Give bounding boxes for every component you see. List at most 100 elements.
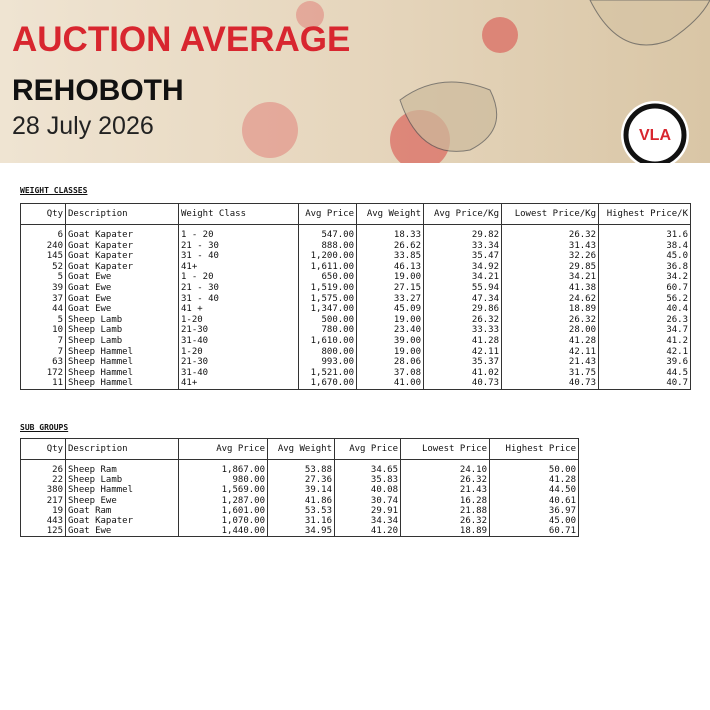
cell: 21.88 bbox=[400, 505, 490, 517]
cell: Goat Kapater bbox=[65, 261, 179, 273]
cell: 35.37 bbox=[423, 357, 502, 368]
row: 380 Sheep Hammel 1,569.00 39.14 40.08 21.43 44… bbox=[20, 485, 579, 496]
cell: 39.6 bbox=[598, 357, 691, 368]
cell: Sheep Hammel bbox=[65, 367, 179, 379]
cell: 7 bbox=[20, 335, 66, 347]
row: 39 Goat Ewe 21 - 30 1,519.00 27.15 55.94 41.38… bbox=[20, 282, 691, 294]
cell: 40.08 bbox=[334, 485, 401, 496]
row: 37 Goat Ewe 31 - 40 1,575.00 33.27 47.34 24.62… bbox=[20, 293, 691, 305]
cell: 1,347.00 bbox=[298, 304, 357, 315]
cell: 993.00 bbox=[298, 357, 357, 368]
cell: 63 bbox=[20, 357, 66, 368]
cell: 28.06 bbox=[356, 357, 424, 368]
cell: 26.3 bbox=[598, 314, 691, 326]
column-header: Highest Price/K bbox=[598, 203, 691, 225]
cell: 30.74 bbox=[334, 495, 401, 506]
weight-table: Qty Description Weight Class Avg Price Avg W… bbox=[20, 203, 691, 390]
cell: 888.00 bbox=[298, 240, 357, 252]
cell: 19.00 bbox=[356, 346, 424, 358]
cell: 1,867.00 bbox=[178, 459, 268, 476]
cell: 1,287.00 bbox=[178, 495, 268, 506]
cell: 26.32 bbox=[501, 314, 599, 326]
cell: 240 bbox=[20, 240, 66, 252]
cell: 34.7 bbox=[598, 325, 691, 336]
cell: 31.43 bbox=[501, 240, 599, 252]
column-header: Qty bbox=[20, 203, 66, 225]
cell: Goat Ewe bbox=[65, 272, 179, 283]
column-header: Avg Price bbox=[334, 438, 401, 460]
cell: 56.2 bbox=[598, 293, 691, 305]
cell: 41 + bbox=[178, 304, 299, 315]
column-header: Avg Price bbox=[298, 203, 357, 225]
cell: 53.88 bbox=[267, 459, 335, 476]
cell: 1,521.00 bbox=[298, 367, 357, 379]
cell: 39 bbox=[20, 282, 66, 294]
cell: 19.00 bbox=[356, 272, 424, 283]
cell: 18.33 bbox=[356, 224, 424, 241]
cell: 45.09 bbox=[356, 304, 424, 315]
cell: 41+ bbox=[178, 261, 299, 273]
cell: 145 bbox=[20, 251, 66, 262]
cell: 1 - 20 bbox=[178, 224, 299, 241]
cell: 39.14 bbox=[267, 485, 335, 496]
cell: 41.38 bbox=[501, 282, 599, 294]
cell: 38.4 bbox=[598, 240, 691, 252]
cell: 36.8 bbox=[598, 261, 691, 273]
cell: 1 - 20 bbox=[178, 272, 299, 283]
cell: 650.00 bbox=[298, 272, 357, 283]
column-header: Highest Price bbox=[489, 438, 579, 460]
cell: 22 bbox=[20, 475, 66, 486]
cell: 1,200.00 bbox=[298, 251, 357, 262]
cell: 19 bbox=[20, 505, 66, 517]
cell: 40.61 bbox=[489, 495, 579, 506]
cell: 1,070.00 bbox=[178, 516, 268, 527]
cell: 21 - 30 bbox=[178, 240, 299, 252]
cell: 11 bbox=[20, 378, 66, 390]
cell: 39.00 bbox=[356, 335, 424, 347]
column-header: Description bbox=[65, 438, 179, 460]
cell: 36.97 bbox=[489, 505, 579, 517]
cell: 380 bbox=[20, 485, 66, 496]
cell: 31-40 bbox=[178, 335, 299, 347]
cell: 26.62 bbox=[356, 240, 424, 252]
cell: 40.73 bbox=[501, 378, 599, 390]
cell: 29.86 bbox=[423, 304, 502, 315]
cell: 26.32 bbox=[400, 516, 490, 527]
column-header: Qty bbox=[20, 438, 66, 460]
location: REHOBOTH bbox=[12, 74, 184, 107]
cell: 6 bbox=[20, 224, 66, 241]
cell: Goat Ewe bbox=[65, 526, 179, 537]
cell: 19.00 bbox=[356, 314, 424, 326]
cell: 26.32 bbox=[400, 475, 490, 486]
cell: 41.00 bbox=[356, 378, 424, 390]
cell: 18.89 bbox=[400, 526, 490, 537]
cell: 41+ bbox=[178, 378, 299, 390]
cell: Goat Ewe bbox=[65, 282, 179, 294]
row: 26 Sheep Ram 1,867.00 53.88 34.65 24.10 50.00 bbox=[20, 459, 579, 476]
cell: 1,575.00 bbox=[298, 293, 357, 305]
row: 240 Goat Kapater 21 - 30 888.00 26.62 33.34 31… bbox=[20, 240, 691, 252]
cell: 40.4 bbox=[598, 304, 691, 315]
cell: Goat Ewe bbox=[65, 293, 179, 305]
subgroup-table: Qty Description Avg Price Avg Weight Avg Pri… bbox=[20, 438, 579, 538]
cell: Sheep Lamb bbox=[65, 475, 179, 486]
cell: 41.86 bbox=[267, 495, 335, 506]
cell: 1-20 bbox=[178, 346, 299, 358]
cell: 23.40 bbox=[356, 325, 424, 336]
cell: Sheep Hammel bbox=[65, 357, 179, 368]
row: 443 Goat Kapater 1,070.00 31.16 34.34 26.32 45… bbox=[20, 516, 579, 527]
column-header: Lowest Price/Kg bbox=[501, 203, 599, 225]
cell: 31-40 bbox=[178, 367, 299, 379]
row: 22 Sheep Lamb 980.00 27.36 35.83 26.32 41.28 bbox=[20, 475, 579, 486]
cell: 31.16 bbox=[267, 516, 335, 527]
cell: 55.94 bbox=[423, 282, 502, 294]
header-row: Qty Description Avg Price Avg Weight Avg Pri… bbox=[20, 438, 579, 460]
cell: 52 bbox=[20, 261, 66, 273]
cell: 1,601.00 bbox=[178, 505, 268, 517]
cell: 26.32 bbox=[501, 224, 599, 241]
cell: Sheep Ram bbox=[65, 459, 179, 476]
cell: 45.00 bbox=[489, 516, 579, 527]
row: 125 Goat Ewe 1,440.00 34.95 41.20 18.89 60.71 bbox=[20, 526, 579, 537]
cell: 37 bbox=[20, 293, 66, 305]
cell: 125 bbox=[20, 526, 66, 537]
